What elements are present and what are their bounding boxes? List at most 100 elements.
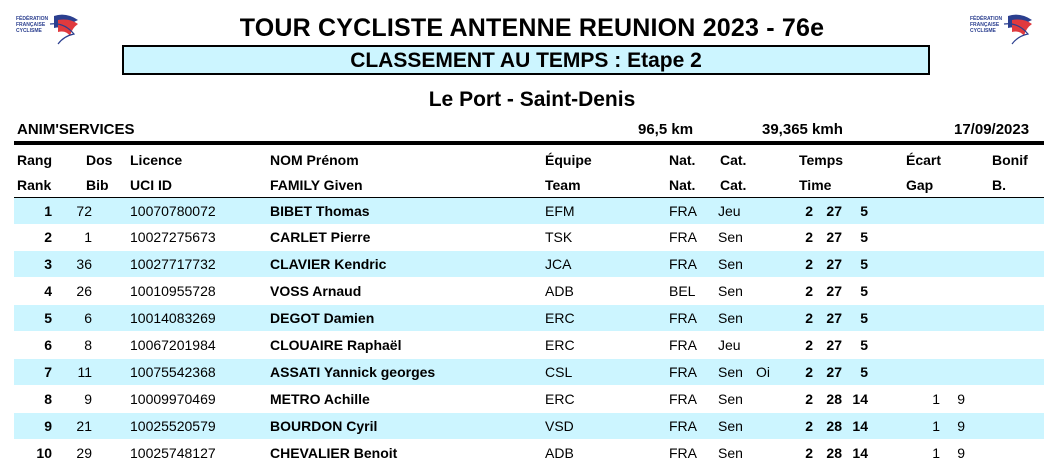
table-row: 7 11 10075542368 ASSATI Yannick georges … (14, 359, 1044, 385)
header-name-en: FAMILY Given (270, 177, 363, 193)
time-hours-cell: 2 (805, 283, 813, 299)
category-cell: Sen (718, 445, 743, 461)
time-minutes-cell: 27 (826, 337, 842, 353)
rider-name-cell: ASSATI Yannick georges (270, 364, 436, 380)
gap-seconds-cell: 9 (957, 418, 965, 434)
nationality-cell: FRA (669, 364, 697, 380)
team-cell: VSD (545, 418, 574, 434)
time-minutes-cell: 27 (826, 364, 842, 380)
team-cell: ERC (545, 310, 575, 326)
time-seconds-cell: 5 (860, 337, 868, 353)
bib-cell: 72 (76, 203, 92, 219)
rank-cell: 5 (44, 310, 52, 326)
bib-cell: 11 (77, 364, 92, 380)
nationality-cell: FRA (669, 203, 697, 219)
licence-cell: 10009970469 (130, 391, 216, 407)
category-cell: Sen (718, 391, 743, 407)
category-cell: Sen (718, 256, 743, 272)
rider-name-cell: BIBET Thomas (270, 203, 370, 219)
category-extra-cell: Oi (756, 364, 770, 380)
rank-cell: 6 (44, 337, 52, 353)
time-seconds-cell: 5 (860, 283, 868, 299)
bib-cell: 21 (76, 418, 92, 434)
time-hours-cell: 2 (805, 391, 813, 407)
team-cell: CSL (545, 364, 573, 380)
ffc-logo-right: FÉDÉRATION FRANÇAISE CYCLISME (968, 10, 1040, 50)
rider-name-cell: CLAVIER Kendric (270, 256, 387, 272)
licence-cell: 10067201984 (130, 337, 216, 353)
header-bib-en: Bib (86, 177, 109, 193)
table-row: 1 72 10070780072 BIBET Thomas EFM FRA Je… (14, 198, 1044, 224)
rank-cell: 2 (44, 229, 52, 245)
rider-name-cell: CLOUAIRE Raphaël (270, 337, 402, 353)
time-seconds-cell: 5 (860, 364, 868, 380)
rider-name-cell: CARLET Pierre (270, 229, 371, 245)
header-bonus-en: B. (992, 177, 1006, 193)
rank-cell: 8 (44, 391, 52, 407)
header-category: Cat. (720, 152, 747, 168)
table-row: 5 6 10014083269 DEGOT Damien ERC FRA Sen… (14, 305, 1044, 331)
category-cell: Jeu (718, 203, 741, 219)
header-time: Temps (799, 152, 844, 168)
table-row: 8 9 10009970469 METRO Achille ERC FRA Se… (14, 386, 1044, 412)
header-time-en: Time (799, 177, 832, 193)
header-team: Équipe (545, 152, 592, 168)
time-hours-cell: 2 (805, 256, 813, 272)
bib-cell: 6 (84, 310, 92, 326)
time-hours-cell: 2 (805, 203, 813, 219)
header-category-en: Cat. (720, 177, 747, 193)
gap-seconds-cell: 9 (957, 445, 965, 461)
nationality-cell: FRA (669, 445, 697, 461)
licence-cell: 10010955728 (130, 283, 216, 299)
category-cell: Sen (718, 229, 743, 245)
page-title: TOUR CYCLISTE ANTENNE REUNION 2023 - 76e (239, 14, 825, 42)
licence-cell: 10014083269 (130, 310, 216, 326)
time-minutes-cell: 27 (826, 310, 842, 326)
header-bonus: Bonif (992, 152, 1028, 168)
nationality-cell: FRA (669, 229, 697, 245)
team-cell: ADB (545, 283, 574, 299)
race-date: 17/09/2023 (954, 121, 1030, 138)
nationality-cell: FRA (669, 418, 697, 434)
team-cell: ADB (545, 445, 574, 461)
logo-text: FÉDÉRATION FRANÇAISE CYCLISME (970, 16, 1003, 34)
category-cell: Jeu (718, 337, 741, 353)
rank-cell: 1 (44, 203, 52, 219)
header-nationality: Nat. (669, 152, 696, 168)
rank-cell: 10 (36, 445, 52, 461)
rider-name-cell: BOURDON Cyril (270, 418, 378, 434)
header-bib: Dos (86, 152, 113, 168)
licence-cell: 10025520579 (130, 418, 216, 434)
header-gap: Écart (906, 152, 942, 168)
rank-cell: 7 (44, 364, 52, 380)
table-row: 2 1 10027275673 CARLET Pierre TSK FRA Se… (14, 224, 1044, 250)
nationality-cell: FRA (669, 256, 697, 272)
header-licence-en: UCI ID (130, 177, 172, 193)
rider-name-cell: VOSS Arnaud (270, 283, 362, 299)
rider-name-cell: METRO Achille (270, 391, 370, 407)
divider (14, 141, 1044, 145)
gap-minutes-cell: 1 (932, 418, 940, 434)
time-hours-cell: 2 (805, 418, 813, 434)
nationality-cell: FRA (669, 310, 697, 326)
rider-name-cell: CHEVALIER Benoit (270, 445, 398, 461)
time-seconds-cell: 5 (860, 256, 868, 272)
gap-minutes-cell: 1 (932, 445, 940, 461)
nationality-cell: BEL (669, 283, 696, 299)
bib-cell: 26 (76, 283, 92, 299)
bib-cell: 29 (76, 445, 92, 461)
time-hours-cell: 2 (805, 445, 813, 461)
time-minutes-cell: 28 (826, 391, 842, 407)
team-cell: JCA (545, 256, 572, 272)
bib-cell: 36 (76, 256, 92, 272)
ffc-logo-graphic (1003, 14, 1032, 45)
header-team-en: Team (545, 177, 581, 193)
time-seconds-cell: 5 (860, 203, 868, 219)
bib-cell: 1 (84, 229, 92, 245)
category-cell: Sen (718, 364, 743, 380)
table-row: 6 8 10067201984 CLOUAIRE Raphaël ERC FRA… (14, 332, 1044, 358)
time-minutes-cell: 28 (826, 445, 842, 461)
rank-cell: 4 (44, 283, 52, 299)
bib-cell: 8 (84, 337, 92, 353)
nationality-cell: FRA (669, 337, 697, 353)
